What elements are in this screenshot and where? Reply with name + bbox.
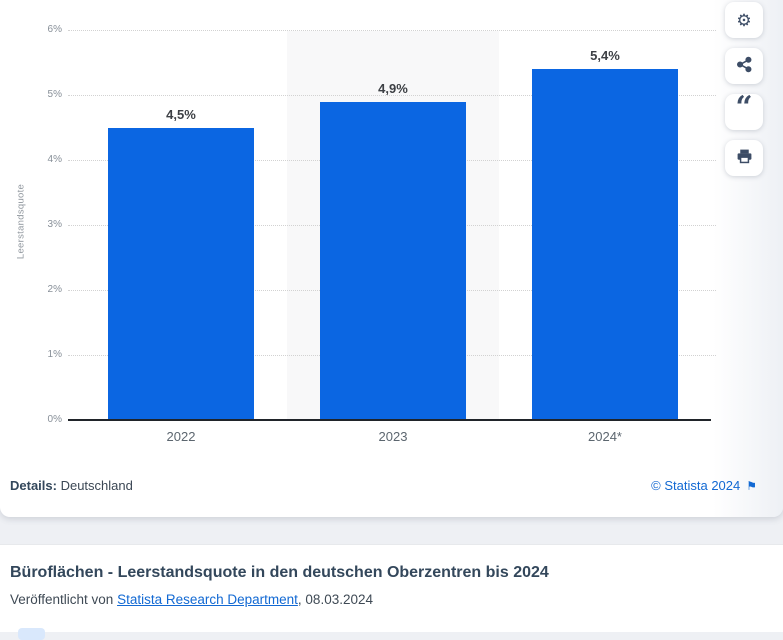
y-tick-label: 5% bbox=[47, 89, 62, 100]
details-row: Details: Deutschland bbox=[10, 478, 133, 493]
y-tick-label: 1% bbox=[47, 349, 62, 360]
bar-2024*[interactable] bbox=[532, 69, 678, 420]
y-tick-label: 3% bbox=[47, 219, 62, 230]
print-button[interactable] bbox=[725, 140, 763, 176]
share-button[interactable] bbox=[725, 48, 763, 84]
partial-bottom-chip bbox=[18, 628, 45, 640]
x-axis-label: 2023 bbox=[378, 429, 408, 444]
details-value: Deutschland bbox=[56, 478, 133, 493]
x-axis-label: 2022 bbox=[166, 429, 196, 444]
y-axis-title: Leerstandsquote bbox=[15, 183, 27, 260]
bar-value-label: 5,4% bbox=[590, 48, 620, 63]
share-icon bbox=[736, 56, 753, 76]
gridline bbox=[68, 30, 716, 31]
bar-chart: 0% 1% 2% 3% 4% 5% 6% 4,5% 2022 4,9% 2023 5,4% 2024* bbox=[47, 24, 716, 444]
cite-button[interactable]: “ bbox=[725, 90, 763, 130]
copyright-row: © Statista 2024 ⚑ bbox=[651, 478, 757, 493]
statista-copyright-link[interactable]: © Statista 2024 bbox=[651, 478, 741, 493]
gridline bbox=[68, 95, 716, 96]
y-tick-label: 4% bbox=[47, 154, 62, 165]
published-suffix: , 08.03.2024 bbox=[297, 592, 373, 608]
gear-icon: ⚙ bbox=[736, 10, 752, 30]
x-axis-label: 2024* bbox=[588, 429, 622, 444]
x-axis-baseline bbox=[68, 419, 711, 421]
flag-icon[interactable]: ⚑ bbox=[746, 478, 757, 493]
statistic-title: Büroflächen - Leerstandsquote in den deu… bbox=[10, 564, 549, 581]
bar-2022[interactable] bbox=[108, 127, 254, 420]
published-prefix: Veröffentlicht von bbox=[10, 592, 118, 608]
chart-card: 0% 1% 2% 3% 4% 5% 6% 4,5% 2022 4,9% 2023 5,4% 2024* … bbox=[0, 0, 783, 517]
settings-button[interactable]: ⚙ bbox=[725, 2, 763, 38]
bar-value-label: 4,5% bbox=[166, 106, 196, 122]
info-section: Büroflächen - Leerstandsquote in den deu… bbox=[0, 544, 783, 632]
details-label: Details: bbox=[10, 478, 57, 493]
bar-2023[interactable] bbox=[320, 101, 466, 420]
y-tick-label: 2% bbox=[47, 284, 62, 295]
quote-icon: “ bbox=[735, 90, 753, 125]
y-tick-label: 0% bbox=[47, 414, 62, 425]
chart-toolbar: ⚙ “ bbox=[725, 2, 763, 186]
research-department-link[interactable]: Statista Research Department bbox=[117, 592, 298, 608]
y-tick-label: 6% bbox=[47, 24, 62, 35]
printer-icon bbox=[736, 148, 753, 168]
bar-value-label: 4,9% bbox=[378, 80, 408, 96]
published-line: Veröffentlicht von Statista Research Dep… bbox=[10, 592, 773, 607]
